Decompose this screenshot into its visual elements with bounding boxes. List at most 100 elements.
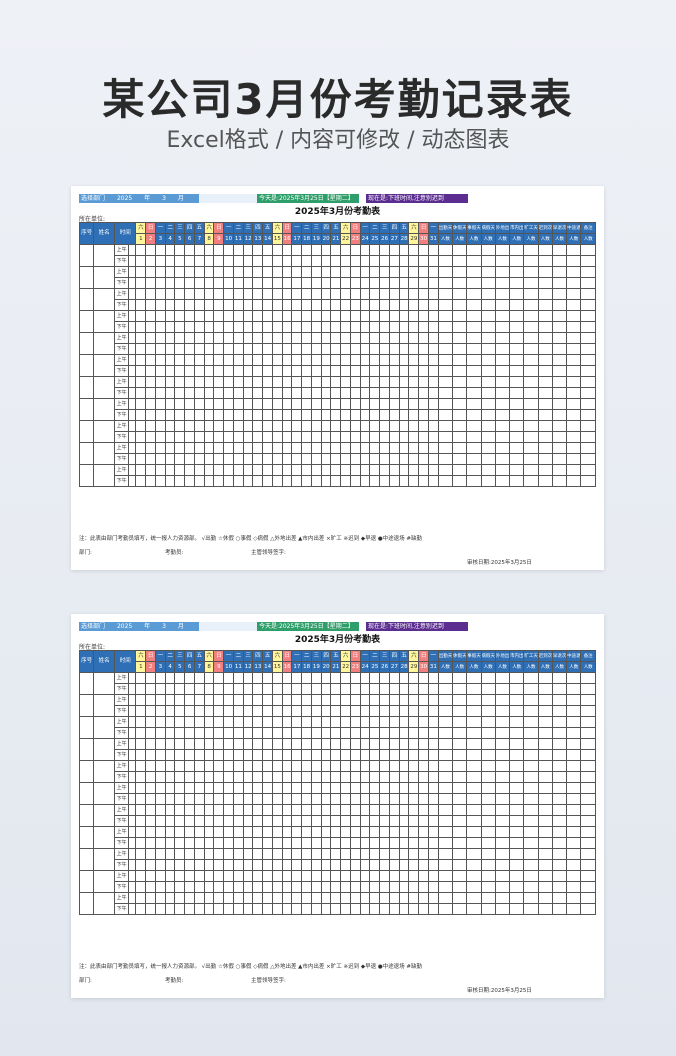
attendance-cell[interactable]: [310, 837, 322, 849]
attendance-cell[interactable]: [388, 793, 400, 805]
attendance-cell[interactable]: [223, 727, 234, 739]
attendance-cell[interactable]: [232, 354, 244, 366]
attendance-cell[interactable]: [291, 870, 303, 882]
attendance-cell[interactable]: [193, 837, 205, 849]
attendance-cell[interactable]: [184, 738, 195, 750]
attendance-cell[interactable]: [193, 299, 205, 311]
attendance-cell[interactable]: [203, 343, 215, 355]
attendance-cell[interactable]: [213, 266, 225, 278]
attendance-cell[interactable]: [154, 277, 166, 289]
attendance-cell[interactable]: [184, 727, 195, 739]
attendance-cell[interactable]: [164, 475, 176, 487]
attendance-cell[interactable]: [340, 903, 351, 915]
attendance-cell[interactable]: [301, 299, 312, 311]
attendance-cell[interactable]: [271, 376, 283, 388]
attendance-cell[interactable]: [184, 892, 195, 904]
attendance-cell[interactable]: [349, 804, 361, 816]
attendance-cell[interactable]: [184, 277, 195, 289]
attendance-cell[interactable]: [427, 332, 439, 344]
attendance-cell[interactable]: [203, 420, 215, 432]
attendance-cell[interactable]: [242, 760, 254, 772]
attendance-cell[interactable]: [340, 376, 351, 388]
attendance-cell[interactable]: [301, 288, 312, 300]
attendance-cell[interactable]: [242, 727, 254, 739]
attendance-cell[interactable]: [213, 694, 225, 706]
attendance-cell[interactable]: [262, 354, 273, 366]
attendance-cell[interactable]: [164, 716, 176, 728]
attendance-cell[interactable]: [232, 244, 244, 256]
attendance-cell[interactable]: [398, 299, 410, 311]
attendance-cell[interactable]: [223, 277, 234, 289]
attendance-cell[interactable]: [291, 749, 303, 761]
attendance-cell[interactable]: [262, 727, 273, 739]
attendance-cell[interactable]: [330, 354, 342, 366]
attendance-cell[interactable]: [359, 705, 371, 717]
attendance-cell[interactable]: [213, 892, 225, 904]
attendance-cell[interactable]: [320, 354, 332, 366]
attendance-cell[interactable]: [359, 244, 371, 256]
attendance-cell[interactable]: [223, 453, 234, 465]
attendance-cell[interactable]: [271, 672, 283, 684]
attendance-cell[interactable]: [427, 760, 439, 772]
attendance-cell[interactable]: [184, 398, 195, 410]
attendance-cell[interactable]: [184, 683, 195, 695]
attendance-cell[interactable]: [310, 365, 322, 377]
attendance-cell[interactable]: [418, 760, 429, 772]
attendance-cell[interactable]: [164, 398, 176, 410]
attendance-cell[interactable]: [379, 255, 390, 267]
attendance-cell[interactable]: [135, 716, 147, 728]
attendance-cell[interactable]: [330, 332, 342, 344]
attendance-cell[interactable]: [427, 705, 439, 717]
attendance-cell[interactable]: [174, 354, 186, 366]
attendance-cell[interactable]: [310, 848, 322, 860]
attendance-cell[interactable]: [301, 387, 312, 399]
attendance-cell[interactable]: [359, 771, 371, 783]
attendance-cell[interactable]: [242, 694, 254, 706]
attendance-cell[interactable]: [359, 387, 371, 399]
attendance-cell[interactable]: [135, 420, 147, 432]
attendance-cell[interactable]: [223, 431, 234, 443]
attendance-cell[interactable]: [184, 244, 195, 256]
attendance-cell[interactable]: [174, 409, 186, 421]
attendance-cell[interactable]: [291, 343, 303, 355]
attendance-cell[interactable]: [135, 705, 147, 717]
attendance-cell[interactable]: [281, 354, 293, 366]
attendance-cell[interactable]: [388, 387, 400, 399]
attendance-cell[interactable]: [310, 738, 322, 750]
attendance-cell[interactable]: [330, 705, 342, 717]
attendance-cell[interactable]: [262, 826, 273, 838]
attendance-cell[interactable]: [398, 244, 410, 256]
attendance-cell[interactable]: [379, 365, 390, 377]
attendance-cell[interactable]: [271, 321, 283, 333]
attendance-cell[interactable]: [203, 848, 215, 860]
attendance-cell[interactable]: [193, 475, 205, 487]
attendance-cell[interactable]: [291, 277, 303, 289]
attendance-cell[interactable]: [203, 464, 215, 476]
attendance-cell[interactable]: [281, 870, 293, 882]
attendance-cell[interactable]: [174, 431, 186, 443]
attendance-cell[interactable]: [271, 903, 283, 915]
attendance-cell[interactable]: [223, 771, 234, 783]
attendance-cell[interactable]: [271, 343, 283, 355]
attendance-cell[interactable]: [232, 903, 244, 915]
attendance-cell[interactable]: [193, 771, 205, 783]
attendance-cell[interactable]: [359, 903, 371, 915]
attendance-cell[interactable]: [164, 409, 176, 421]
attendance-cell[interactable]: [174, 420, 186, 432]
attendance-cell[interactable]: [262, 881, 273, 893]
attendance-cell[interactable]: [359, 826, 371, 838]
attendance-cell[interactable]: [145, 892, 156, 904]
attendance-cell[interactable]: [223, 815, 234, 827]
attendance-cell[interactable]: [242, 354, 254, 366]
attendance-cell[interactable]: [252, 760, 264, 772]
attendance-cell[interactable]: [349, 376, 361, 388]
attendance-cell[interactable]: [262, 387, 273, 399]
attendance-cell[interactable]: [291, 431, 303, 443]
attendance-cell[interactable]: [242, 332, 254, 344]
attendance-cell[interactable]: [320, 672, 332, 684]
attendance-cell[interactable]: [388, 321, 400, 333]
attendance-cell[interactable]: [427, 431, 439, 443]
attendance-cell[interactable]: [369, 266, 381, 278]
attendance-cell[interactable]: [427, 903, 439, 915]
attendance-cell[interactable]: [164, 837, 176, 849]
